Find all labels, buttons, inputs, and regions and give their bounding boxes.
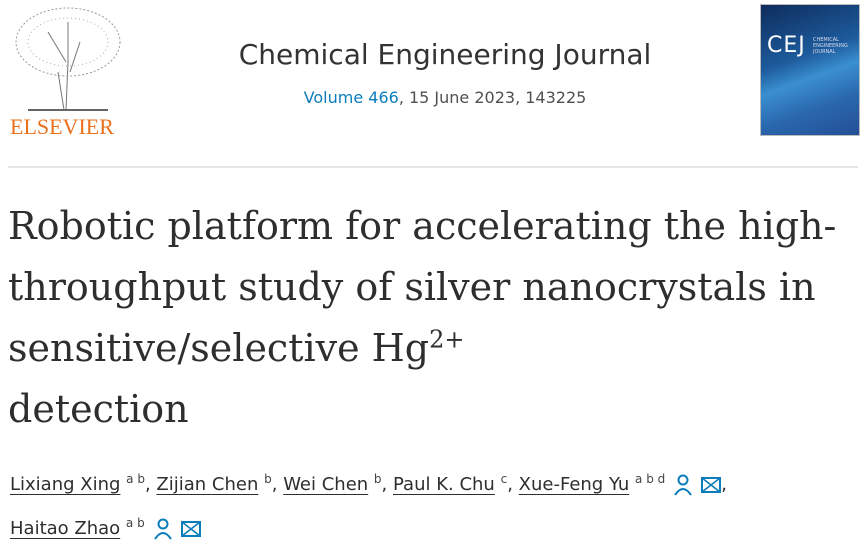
separator: , <box>271 474 284 495</box>
person-icon[interactable] <box>673 474 693 496</box>
issue-info: , 15 June 2023, 143225 <box>398 88 587 107</box>
author-name[interactable]: Xue-Feng Yu <box>518 474 630 495</box>
volume-info: Volume 466, 15 June 2023, 143225 <box>170 88 720 107</box>
separator: , <box>507 474 519 495</box>
author: Haitao Zhao a b <box>10 516 201 540</box>
email-icon[interactable] <box>180 520 201 538</box>
person-icon[interactable] <box>153 518 173 540</box>
author: Xue-Feng Yu a b d, <box>518 472 727 496</box>
separator: , <box>381 474 393 495</box>
author-name[interactable]: Paul K. Chu <box>393 474 495 495</box>
author-name[interactable]: Haitao Zhao <box>10 518 121 539</box>
author-list: Lixiang Xing a b, Zijian Chen b, Wei Che… <box>10 460 860 548</box>
affiliation: b <box>373 472 382 486</box>
affiliation: b <box>264 472 272 486</box>
author: Zijian Chen b, <box>156 472 284 495</box>
author-name[interactable]: Lixiang Xing <box>10 474 121 495</box>
article-title: Robotic platform for accelerating the hi… <box>8 204 837 431</box>
email-icon[interactable] <box>701 476 722 494</box>
cover-title: CEJ <box>767 33 806 58</box>
journal-title[interactable]: Chemical Engineering Journal <box>238 38 652 71</box>
affiliation: a b <box>125 516 145 530</box>
divider <box>8 166 858 168</box>
elsevier-tree-logo <box>8 2 128 136</box>
separator: , <box>721 474 727 495</box>
author: Lixiang Xing a b, <box>10 472 157 495</box>
volume-link[interactable]: Volume 466 <box>303 88 399 107</box>
separator: , <box>144 474 157 495</box>
author: Paul K. Chu c, <box>393 472 519 495</box>
affiliation: c <box>500 472 508 486</box>
affiliation: a b d <box>635 472 666 486</box>
cover-subtitle: CHEMICAL ENGINEERING JOURNAL <box>813 37 848 55</box>
journal-cover[interactable]: CEJ CHEMICAL ENGINEERING JOURNAL <box>760 4 860 136</box>
affiliation: a b <box>126 472 145 486</box>
author-name[interactable]: Wei Chen <box>283 474 369 495</box>
author: Wei Chen b, <box>283 472 393 495</box>
author-name[interactable]: Zijian Chen <box>156 474 259 495</box>
publisher-name: ELSEVIER <box>10 114 114 139</box>
